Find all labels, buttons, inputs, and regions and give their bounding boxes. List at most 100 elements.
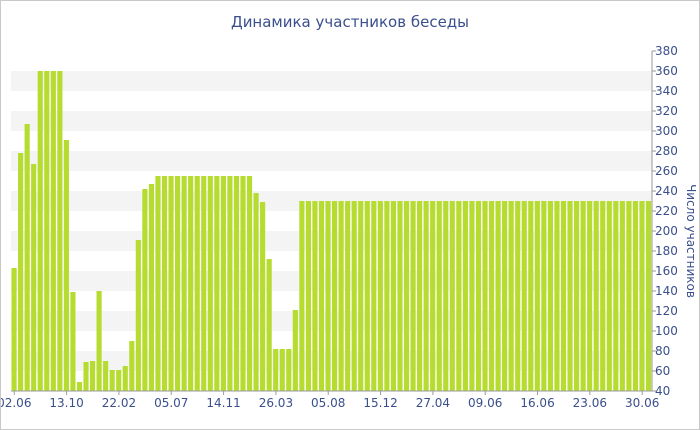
bar: [567, 201, 573, 391]
bar: [122, 366, 128, 391]
bar: [312, 201, 318, 391]
x-tick-label: 27.04: [416, 396, 450, 410]
y-tick-label: 220: [655, 204, 678, 218]
bar: [325, 201, 331, 391]
bar: [181, 176, 187, 391]
x-tick-label: 16.06: [520, 396, 554, 410]
y-tick-label: 160: [655, 264, 678, 278]
bar: [554, 201, 560, 391]
bar: [495, 201, 501, 391]
bar: [220, 176, 226, 391]
bar: [233, 176, 240, 391]
bar: [266, 259, 272, 391]
bar: [273, 349, 279, 391]
bar: [155, 176, 161, 391]
bar: [541, 201, 547, 391]
axes: [11, 51, 653, 392]
bar: [580, 201, 586, 391]
bar: [443, 201, 449, 391]
bar: [626, 201, 632, 391]
bar: [240, 176, 246, 391]
bar: [521, 201, 527, 391]
bar: [613, 201, 619, 391]
x-tick-label: 14.11: [206, 396, 240, 410]
y-tick-label: 100: [655, 324, 678, 338]
bar: [436, 201, 442, 391]
bar: [528, 201, 534, 391]
bar: [57, 71, 63, 391]
bar: [403, 201, 410, 391]
bar: [593, 201, 599, 391]
bar: [253, 193, 259, 391]
y-tick-label: 40: [655, 384, 670, 398]
bar: [207, 176, 213, 391]
bar: [371, 201, 377, 391]
bar: [560, 201, 567, 391]
x-tick-label: 22.02: [102, 396, 136, 410]
y-tick-label: 260: [655, 164, 678, 178]
bar: [449, 201, 455, 391]
grid-band: [11, 111, 652, 131]
bar: [397, 201, 403, 391]
bar: [279, 349, 285, 391]
y-tick-label: 320: [655, 104, 678, 118]
bar: [639, 201, 645, 391]
bars: [11, 71, 652, 391]
y-tick-label: 280: [655, 144, 678, 158]
bar: [142, 189, 148, 391]
y-tick-label: 380: [655, 44, 678, 58]
y-tick-label: 300: [655, 124, 678, 138]
bar: [116, 370, 122, 391]
bar: [351, 201, 357, 391]
grid-band: [11, 71, 652, 91]
bar: [168, 176, 174, 391]
bar: [645, 201, 652, 391]
x-tick-labels: 02.06 13.10 22.02 05.07 14.11 26.03 05.08 15.12…: [1, 391, 659, 410]
bar: [456, 201, 462, 391]
y-tick-label: 140: [655, 284, 678, 298]
bar: [188, 176, 194, 391]
y-tick-label: 180: [655, 244, 678, 258]
bar: [364, 201, 370, 391]
x-tick-label: 05.08: [311, 396, 345, 410]
y-axis-label: Число участников: [684, 184, 698, 298]
bar: [475, 201, 482, 391]
y-tick-label: 240: [655, 184, 678, 198]
bar: [332, 201, 338, 391]
bar: [606, 201, 612, 391]
bar: [632, 201, 639, 391]
bar: [508, 201, 514, 391]
bar: [260, 202, 266, 391]
bar: [423, 201, 429, 391]
bar: [292, 310, 298, 391]
bar: [430, 201, 436, 391]
bar: [83, 362, 89, 391]
bar: [345, 201, 351, 391]
bar: [515, 201, 521, 391]
y-tick-label: 60: [655, 364, 670, 378]
bar: [96, 291, 102, 391]
bar: [175, 176, 181, 391]
bar: [358, 201, 364, 391]
bar: [201, 176, 207, 391]
y-tick-label: 200: [655, 224, 678, 238]
bar: [109, 370, 115, 391]
bar: [103, 361, 109, 391]
bar: [37, 71, 43, 391]
x-tick-label: 13.10: [49, 396, 83, 410]
x-tick-label: 05.07: [154, 396, 188, 410]
bar: [377, 201, 383, 391]
bar: [482, 201, 488, 391]
bar: [299, 201, 305, 391]
y-tick-label: 360: [655, 64, 678, 78]
bar: [50, 71, 56, 391]
y-tick-label: 80: [655, 344, 670, 358]
x-tick-label: 15.12: [363, 396, 397, 410]
bar: [534, 201, 540, 391]
bar: [44, 71, 50, 391]
bar: [24, 124, 30, 391]
bar: [148, 184, 154, 391]
bar: [305, 201, 311, 391]
bar: [600, 201, 606, 391]
